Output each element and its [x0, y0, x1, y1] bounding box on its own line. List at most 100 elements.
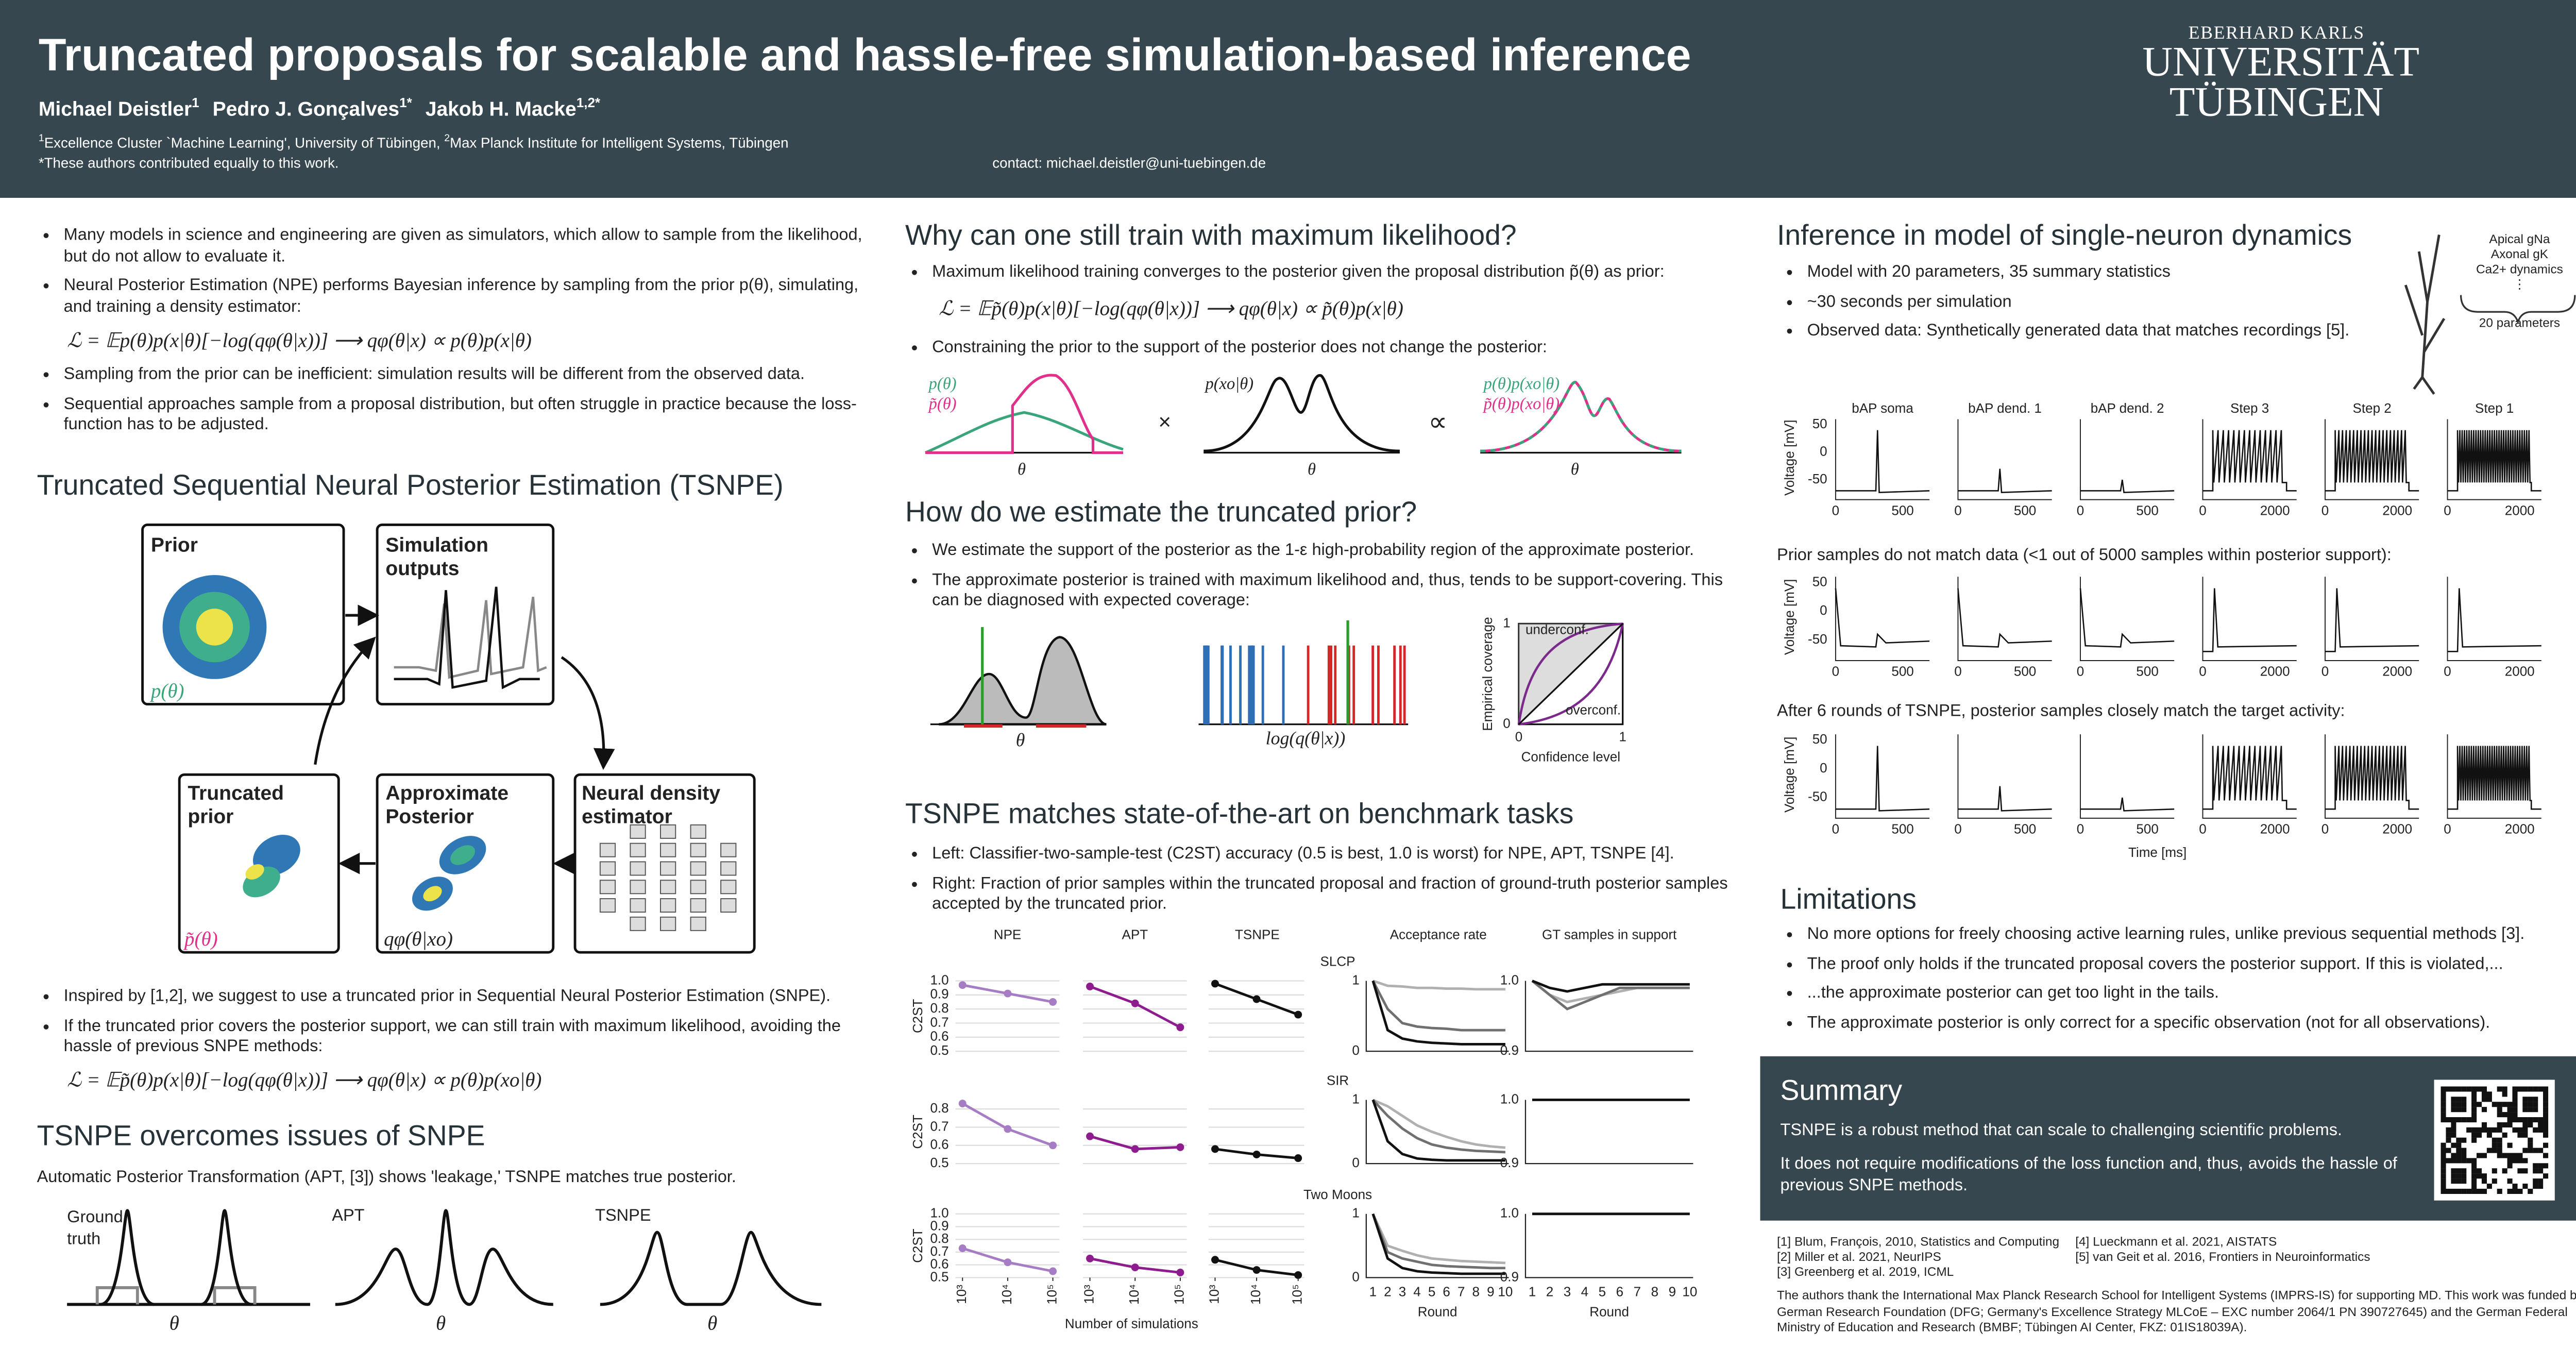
- qr-module: [2481, 1107, 2487, 1113]
- tsnpe-list: Inspired by [1,2], we suggest to use a t…: [37, 987, 894, 1067]
- qr-module: [2466, 1117, 2472, 1123]
- qr-module: [2446, 1148, 2451, 1153]
- qr-module: [2461, 1168, 2467, 1174]
- x-tick-label: 3: [1564, 1284, 1571, 1300]
- caption: Prior samples do not match data (<1 out …: [1777, 546, 2392, 565]
- qr-module: [2507, 1158, 2513, 1164]
- qr-module: [2471, 1102, 2477, 1107]
- y-tick-label: 1: [1352, 1205, 1359, 1221]
- tick-label: -50: [1808, 631, 1827, 647]
- tick-label: 2000: [2382, 821, 2412, 837]
- tick-label: 1: [1503, 615, 1510, 630]
- y-tick-label: 1.0: [930, 1205, 948, 1221]
- qr-module: [2486, 1148, 2492, 1153]
- qr-module: [2522, 1132, 2528, 1138]
- neuron-node: [660, 916, 676, 931]
- c2st-point: [1131, 1263, 1139, 1272]
- bullet: Many models in science and engineering a…: [64, 226, 885, 268]
- qr-module: [2497, 1112, 2502, 1118]
- tick-label: 0: [2199, 502, 2206, 518]
- qr-module: [2441, 1117, 2446, 1123]
- qr-module: [2441, 1184, 2446, 1189]
- sim-trace: [394, 597, 547, 679]
- voltage-trace: [1835, 746, 1930, 812]
- acceptance-line: [1371, 980, 1505, 1046]
- qr-module: [2517, 1127, 2523, 1133]
- qr-module: [2481, 1127, 2487, 1133]
- qr-module: [2507, 1178, 2513, 1184]
- x-tick-label: 10⁵: [1290, 1284, 1305, 1305]
- c2st-point: [958, 1100, 967, 1108]
- qr-module: [2512, 1107, 2518, 1113]
- qr-module: [2492, 1178, 2497, 1184]
- axis: [1524, 981, 1693, 1052]
- bullet: The approximate posterior is trained wit…: [932, 571, 1753, 613]
- qr-module: [2477, 1168, 2482, 1174]
- tick-label: 0: [1503, 716, 1510, 731]
- qr-module: [2502, 1132, 2507, 1138]
- qr-module: [2456, 1148, 2462, 1153]
- diagram-arrows: [314, 604, 615, 874]
- symbol: p̃(θ): [184, 927, 218, 951]
- c2st-point: [1131, 1145, 1139, 1153]
- axis-label: θ: [1570, 461, 1579, 480]
- neuron-node: [690, 842, 706, 857]
- y-tick-label: 0.9: [1500, 1269, 1519, 1284]
- qr-module: [2466, 1188, 2472, 1194]
- qr-module: [2441, 1188, 2446, 1194]
- y-tick-label: 0.5: [930, 1042, 948, 1058]
- tick-label: 0: [2199, 821, 2206, 837]
- qr-module: [2517, 1086, 2523, 1092]
- inset-line: ⋮: [2513, 276, 2526, 292]
- equation: ℒ = 𝔼p̃(θ)p(x|θ)[−log(qφ(θ|x))] ⟶ qφ(θ|x…: [939, 296, 1403, 321]
- qr-module: [2533, 1102, 2538, 1107]
- axis: [2447, 734, 2541, 819]
- voltage-trace: [2447, 588, 2541, 652]
- y-tick-label: 0.9: [930, 1218, 948, 1233]
- estimate-list: We estimate the support of the posterior…: [905, 542, 1753, 621]
- neuron-node: [630, 861, 646, 876]
- qr-module: [2441, 1158, 2446, 1164]
- qr-module: [2528, 1107, 2533, 1113]
- axis-label: Number of simulations: [1065, 1316, 1198, 1331]
- section-title: Summary: [1780, 1074, 1903, 1107]
- panel-title: bAP soma: [1852, 400, 1913, 416]
- qr-module: [2451, 1178, 2456, 1184]
- y-tick-label: 0.6: [930, 1029, 948, 1044]
- equation: ℒ = 𝔼p̃(θ)p(x|θ)[−log(qφ(θ|x))] ⟶ qφ(θ|x…: [67, 1068, 542, 1092]
- qr-module: [2471, 1163, 2477, 1169]
- acceptance-line: [1372, 1099, 1506, 1149]
- voltage-trace: [1958, 786, 2052, 812]
- author: Michael Deistler1: [39, 95, 199, 121]
- benchmark-list: Left: Classifier-two-sample-test (C2ST) …: [905, 845, 1753, 925]
- reference: [1] Blum, François, 2010, Statistics and…: [1777, 1234, 2060, 1250]
- qr-module: [2517, 1158, 2523, 1164]
- c2st-point: [1131, 999, 1139, 1007]
- tick-label: 500: [1891, 821, 1913, 837]
- qr-module: [2543, 1142, 2549, 1148]
- axis: [1957, 734, 2052, 819]
- panel-title: Step 2: [2353, 400, 2392, 416]
- qr-module: [2543, 1097, 2549, 1102]
- contact: contact: michael.deistler@uni-tuebingen.…: [992, 154, 1266, 171]
- c2st-point: [1176, 1023, 1184, 1032]
- annotation: overconf.: [1566, 702, 1621, 717]
- panel-label: APT: [332, 1207, 365, 1226]
- qr-module: [2441, 1102, 2446, 1107]
- affil-sup: 2: [444, 134, 450, 145]
- y-tick-label: 1.0: [930, 972, 948, 987]
- qr-module: [2538, 1184, 2544, 1189]
- qr-module: [2451, 1132, 2456, 1138]
- qr-module: [2512, 1102, 2518, 1107]
- why-list: Maximum likelihood training converges to…: [905, 263, 1753, 293]
- tick-label: 2000: [2505, 502, 2535, 518]
- qr-module: [2492, 1102, 2497, 1107]
- tick-label: 2000: [2260, 821, 2290, 837]
- reference: [5] van Geit et al. 2016, Frontiers in N…: [2075, 1249, 2370, 1265]
- operator: ×: [1158, 409, 1172, 434]
- axis: [2079, 419, 2175, 500]
- qr-module: [2471, 1178, 2477, 1184]
- task-name: Two Moons: [1303, 1187, 1372, 1202]
- qr-module: [2471, 1132, 2477, 1138]
